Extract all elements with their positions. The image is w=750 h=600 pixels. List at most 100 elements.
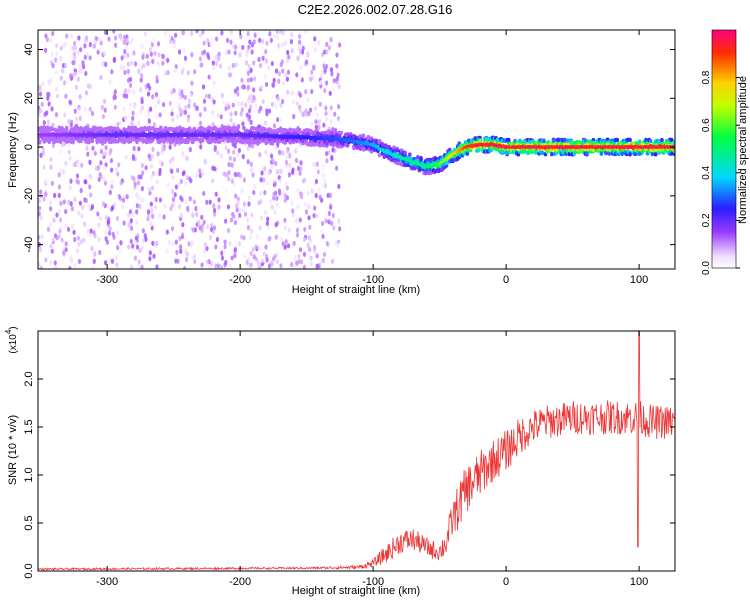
heatmap-noise-cell [231,102,235,108]
heatmap-noise-cell [243,211,248,217]
snr-x-ticks: -300 -200 -100 0 100 [96,331,648,588]
heatmap-noise-cell [258,225,262,231]
heatmap-noise-cell [319,79,323,86]
heatmap-noise-cell [44,33,48,39]
heatmap-noise-cell [265,257,269,263]
heatmap-noise-cell [328,90,332,96]
heatmap-noise-cell [295,232,300,238]
heatmap-noise-cell [58,217,63,223]
heatmap-noise-cell [246,77,250,83]
heatmap-noise-cell [148,250,152,256]
heatmap-noise-cell [68,99,72,105]
heatmap-noise-cell [312,64,316,70]
heatmap-noise-cell [113,89,118,95]
heatmap-noise-cell [54,112,59,118]
heatmap-ridge-cell [106,136,111,141]
heatmap-noise-cell [115,254,119,260]
heatmap-ridge-cell [178,125,182,130]
heatmap-noise-cell [299,64,303,70]
heatmap-noise-cell [61,68,65,74]
heatmap-noise-cell [276,116,280,123]
heatmap-y-ticks: -40 -20 0 20 40 [23,43,675,253]
heatmap-ridge-cell [505,150,509,156]
heatmap-noise-cell [151,37,155,44]
heatmap-noise-cell [171,174,175,181]
heatmap-noise-cell [317,40,321,46]
heatmap-noise-cell [209,261,214,267]
heatmap-ridge-cell [672,139,675,144]
heatmap-noise-cell [310,188,314,194]
heatmap-noise-cell [300,77,304,83]
heatmap-noise-cell [77,258,82,265]
heatmap-noise-cell [251,246,255,252]
heatmap-noise-cell [223,171,227,177]
heatmap-noise-cell [263,74,268,80]
heatmap-noise-cell [129,82,133,88]
heatmap-noise-cell [77,106,81,112]
heatmap-noise-cell [110,178,114,184]
heatmap-noise-cell [296,165,301,172]
heatmap-noise-cell [174,184,178,190]
heatmap-noise-cell [260,38,265,44]
heatmap-noise-cell [286,243,291,249]
heatmap-noise-cell [220,250,224,256]
heatmap-noise-cell [173,192,177,198]
heatmap-ridge-cell [50,127,55,132]
heatmap-noise-cell [193,69,197,75]
heatmap-noise-cell [40,233,44,240]
heatmap-noise-cell [213,55,217,61]
heatmap-noise-cell [88,184,92,190]
heatmap-ridge-cell [130,125,134,131]
heatmap-noise-cell [205,199,209,205]
heatmap-ridge-cell [669,137,674,143]
heatmap-noise-cell [218,63,223,69]
heatmap-noise-cell [76,49,80,56]
heatmap-noise-cell [303,201,307,208]
heatmap-noise-cell [277,149,281,155]
heatmap-noise-cell [187,241,191,247]
heatmap-noise-cell [153,50,157,57]
heatmap-noise-cell [64,160,68,166]
heatmap-ridge-cell [195,137,200,142]
heatmap-noise-cell [281,42,285,48]
heatmap-noise-cell [299,194,304,200]
heatmap-noise-cell [49,156,53,163]
heatmap-noise-cell [117,193,121,200]
heatmap-noise-cell [74,84,79,90]
heatmap-noise-cell [213,146,217,153]
heatmap-noise-cell [285,154,289,160]
heatmap-noise-cell [134,240,138,246]
heatmap-noise-cell [180,89,184,95]
heatmap-noise-cell [99,148,104,154]
heatmap-ridge-cell [396,161,401,166]
heatmap-y-tick-label: 0 [23,144,35,150]
heatmap-noise-cell [59,45,63,51]
heatmap-noise-cell [54,86,58,92]
heatmap-noise-cell [73,71,78,77]
heatmap-noise-cell [249,250,253,256]
heatmap-noise-cell [42,164,46,171]
heatmap-noise-cell [315,161,320,168]
heatmap-noise-cell [277,71,282,77]
heatmap-noise-cell [315,253,319,259]
heatmap-noise-cell [257,56,261,63]
heatmap-noise-cell [318,194,322,200]
heatmap-noise-cell [179,178,183,184]
heatmap-noise-cell [298,33,302,40]
heatmap-noise-cell [59,148,63,155]
heatmap-noise-cell [185,256,189,263]
heatmap-noise-cell [152,122,157,128]
heatmap-ridge-cell [251,126,256,131]
heatmap-noise-cell [147,187,152,193]
heatmap-noise-cell [38,211,41,217]
heatmap-noise-cell [170,107,175,113]
heatmap-noise-cell [72,40,77,47]
heatmap-noise-cell [238,212,242,218]
heatmap-noise-cell [198,225,202,231]
heatmap-noise-cell [330,71,334,77]
heatmap-noise-cell [241,121,245,127]
heatmap-noise-cell [253,183,257,190]
heatmap-noise-cell [203,241,207,247]
heatmap-noise-cell [274,160,278,167]
heatmap-noise-cell [290,262,294,268]
